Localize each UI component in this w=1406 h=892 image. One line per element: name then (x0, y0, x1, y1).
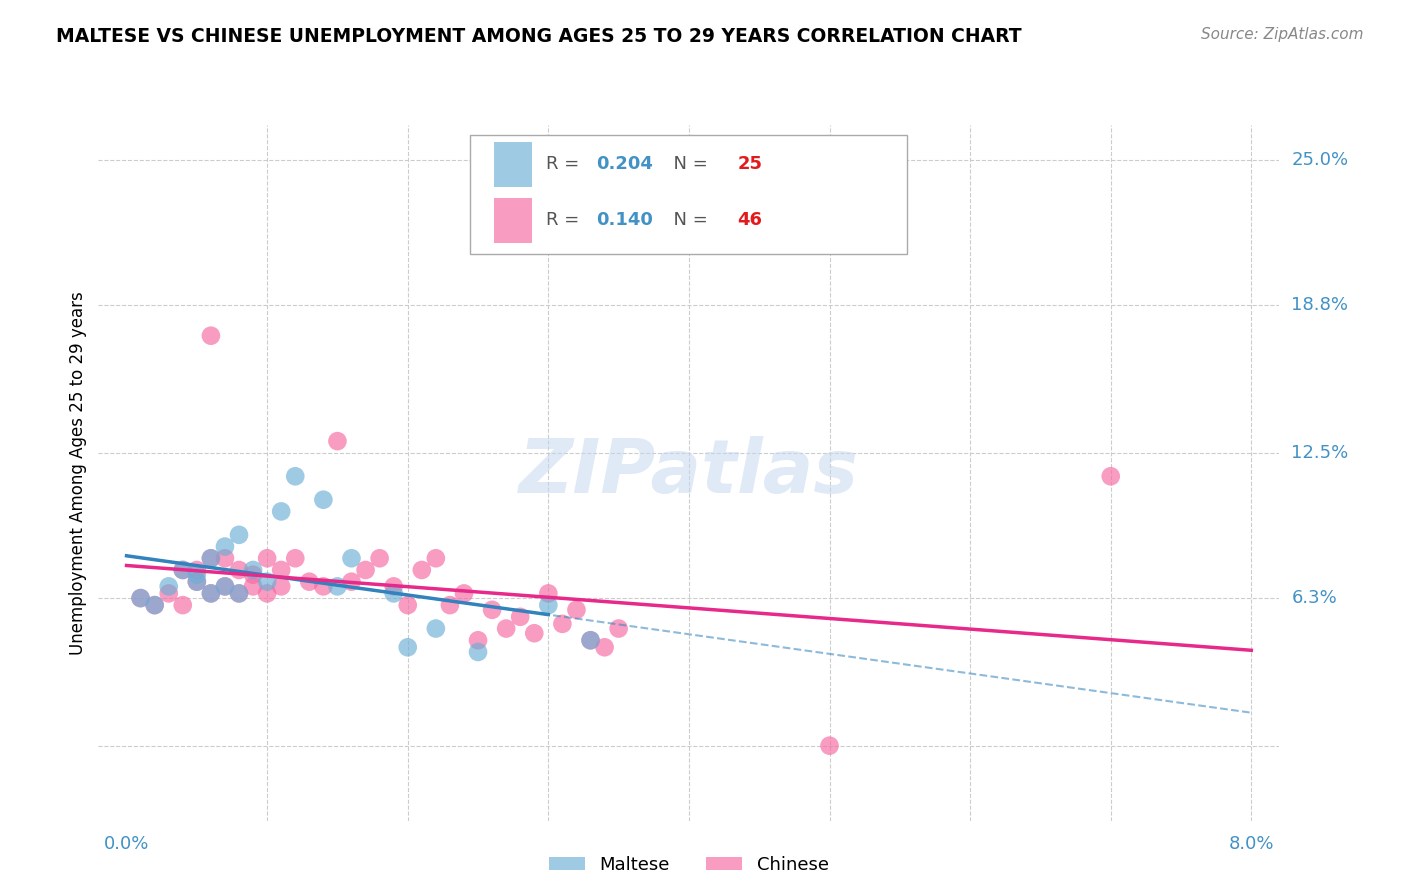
Point (186, 563, 208, 577)
Text: MALTESE VS CHINESE UNEMPLOYMENT AMONG AGES 25 TO 29 YEARS CORRELATION CHART: MALTESE VS CHINESE UNEMPLOYMENT AMONG AG… (56, 27, 1022, 45)
Point (312, 492, 335, 507)
Text: 25.0%: 25.0% (1291, 151, 1348, 169)
Point (481, 603, 503, 617)
Point (326, 579, 349, 593)
Point (242, 579, 264, 593)
Point (228, 563, 250, 577)
Point (354, 563, 377, 577)
Point (396, 598, 419, 612)
Legend: Maltese, Chinese: Maltese, Chinese (541, 849, 837, 881)
Text: 6.3%: 6.3% (1291, 589, 1337, 607)
Text: R =: R = (546, 211, 585, 229)
Point (537, 586, 560, 600)
Point (242, 563, 264, 577)
Point (228, 586, 250, 600)
Point (214, 551, 236, 566)
Point (228, 586, 250, 600)
Point (509, 610, 531, 624)
FancyBboxPatch shape (494, 142, 531, 187)
Text: 0.140: 0.140 (596, 211, 652, 229)
Point (467, 633, 489, 648)
Point (453, 586, 475, 600)
Point (200, 328, 222, 343)
Point (298, 574, 321, 589)
Y-axis label: Unemployment Among Ages 25 to 29 years: Unemployment Among Ages 25 to 29 years (69, 291, 87, 655)
Point (382, 586, 405, 600)
Point (523, 626, 546, 640)
Text: 18.8%: 18.8% (1291, 296, 1348, 314)
Text: 25: 25 (737, 155, 762, 173)
Point (382, 579, 405, 593)
Point (214, 579, 236, 593)
Text: N =: N = (662, 155, 713, 173)
Point (537, 598, 560, 612)
Point (326, 434, 349, 449)
Point (340, 574, 363, 589)
Point (200, 586, 222, 600)
Point (284, 469, 307, 483)
Point (200, 551, 222, 566)
Text: 46: 46 (737, 211, 762, 229)
Text: R =: R = (546, 155, 585, 173)
Point (186, 574, 208, 589)
Point (607, 622, 630, 636)
Point (425, 551, 447, 566)
FancyBboxPatch shape (494, 198, 531, 243)
Text: ZIPatlas: ZIPatlas (519, 436, 859, 509)
Point (340, 551, 363, 566)
Point (270, 563, 292, 577)
Point (284, 551, 307, 566)
Point (172, 598, 194, 612)
Text: 0.0%: 0.0% (104, 835, 149, 853)
Point (467, 645, 489, 659)
Point (495, 622, 517, 636)
Text: 12.5%: 12.5% (1291, 444, 1348, 462)
Point (172, 563, 194, 577)
Point (143, 598, 166, 612)
Point (579, 633, 602, 648)
Point (270, 579, 292, 593)
Point (129, 591, 152, 606)
Point (143, 598, 166, 612)
Point (270, 504, 292, 518)
Point (312, 579, 335, 593)
Point (214, 540, 236, 554)
Text: N =: N = (662, 211, 713, 229)
Point (411, 563, 433, 577)
Point (256, 586, 278, 600)
Point (593, 640, 616, 655)
Point (396, 640, 419, 655)
Text: 8.0%: 8.0% (1229, 835, 1274, 853)
Point (439, 598, 461, 612)
Point (242, 567, 264, 582)
Point (214, 579, 236, 593)
Point (200, 551, 222, 566)
Point (228, 528, 250, 542)
Point (186, 567, 208, 582)
Point (579, 633, 602, 648)
Point (368, 551, 391, 566)
Point (186, 574, 208, 589)
FancyBboxPatch shape (471, 136, 907, 253)
Point (129, 591, 152, 606)
Point (425, 622, 447, 636)
Point (1099, 469, 1122, 483)
Point (157, 586, 180, 600)
Text: Source: ZipAtlas.com: Source: ZipAtlas.com (1201, 27, 1364, 42)
Point (157, 579, 180, 593)
Point (818, 739, 841, 753)
Point (256, 551, 278, 566)
Text: 0.204: 0.204 (596, 155, 652, 173)
Point (200, 586, 222, 600)
Point (256, 574, 278, 589)
Point (565, 603, 588, 617)
Point (172, 563, 194, 577)
Point (551, 616, 574, 631)
